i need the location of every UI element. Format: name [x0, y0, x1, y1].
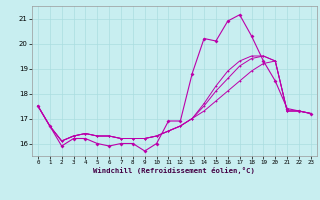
X-axis label: Windchill (Refroidissement éolien,°C): Windchill (Refroidissement éolien,°C) — [93, 167, 255, 174]
